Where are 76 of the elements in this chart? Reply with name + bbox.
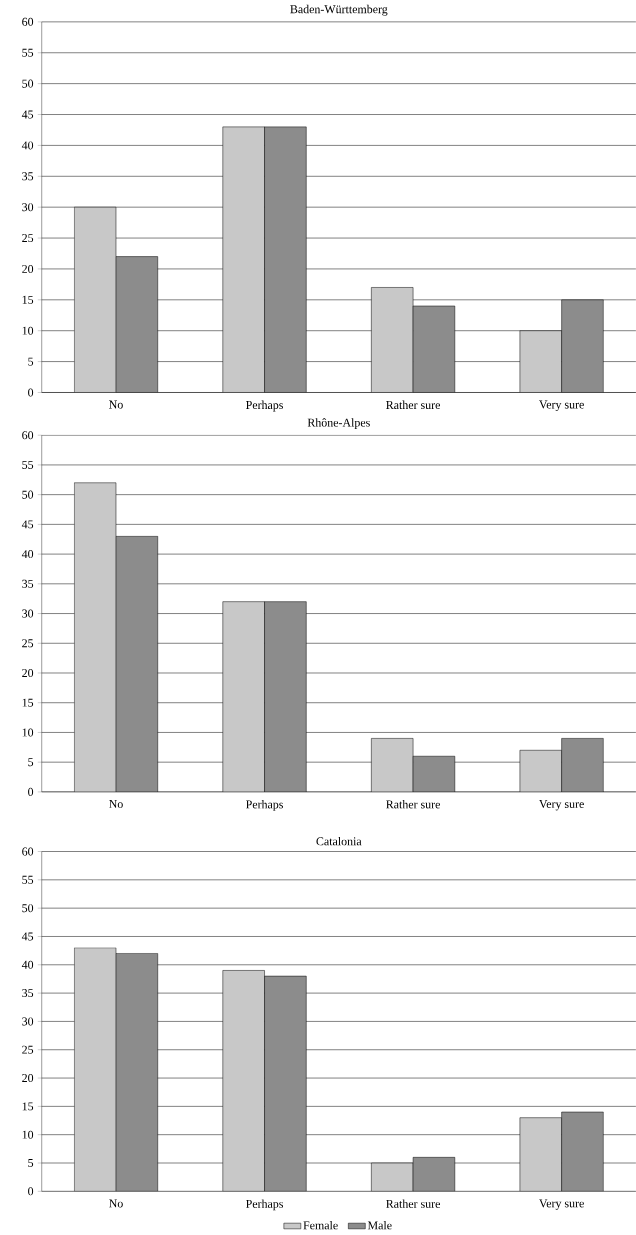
y-tick-label: 25 <box>22 1045 34 1054</box>
bar <box>371 738 414 792</box>
y-tick-label: 15 <box>22 295 34 304</box>
x-tick-label: Perhaps <box>245 1199 283 1211</box>
y-tick-label: 0 <box>28 1187 34 1196</box>
y-tick-label: 45 <box>21 932 34 941</box>
y-tick-label: 40 <box>21 550 34 559</box>
y-tick-label: 35 <box>22 989 34 998</box>
bar <box>222 601 265 792</box>
bar <box>561 299 604 393</box>
y-tick-label: 5 <box>28 357 34 366</box>
x-tick-label: Rather sure <box>386 1199 440 1208</box>
y-tick-label: 10 <box>22 326 34 335</box>
bar <box>412 305 455 393</box>
y-tick-label: 55 <box>22 875 34 884</box>
y-tick-label: 60 <box>22 847 34 856</box>
y-tick-label: 15 <box>22 698 34 707</box>
x-tick-label: No <box>109 400 123 409</box>
bar <box>264 126 307 393</box>
x-tick-label: Very sure <box>539 1199 584 1210</box>
y-tick-label: 50 <box>22 904 34 913</box>
x-tick-label: Very sure <box>539 800 584 811</box>
bar <box>264 975 307 1192</box>
y-tick-label: 30 <box>22 203 34 212</box>
y-tick-label: 10 <box>22 728 34 737</box>
y-tick-label: 25 <box>22 234 34 243</box>
y-tick-label: 25 <box>22 639 34 648</box>
bar <box>73 206 117 393</box>
y-tick-label: 50 <box>22 79 34 88</box>
y-tick-label: 45 <box>21 520 34 529</box>
bar <box>371 287 414 393</box>
y-tick-label: 30 <box>22 1017 34 1026</box>
bar <box>519 750 562 792</box>
y-tick-label: 20 <box>22 264 34 273</box>
y-tick-label: 40 <box>21 141 34 150</box>
y-tick-label: 15 <box>22 1102 34 1111</box>
bar <box>519 330 562 393</box>
y-tick-label: 35 <box>22 579 34 588</box>
bar <box>115 953 158 1192</box>
x-tick-label: No <box>109 800 123 808</box>
y-tick-label: 0 <box>28 388 34 397</box>
x-tick-label: No <box>109 1199 123 1208</box>
bar <box>73 482 117 792</box>
chart-title: Catalonia <box>316 836 362 846</box>
legend-label: Male <box>367 1220 392 1230</box>
y-tick-label: 20 <box>22 668 34 678</box>
bar <box>115 256 158 393</box>
chart-title: Rhône-Alpes <box>307 418 370 430</box>
y-tick-label: 20 <box>22 1074 34 1083</box>
x-tick-label: Perhaps <box>245 800 283 811</box>
y-tick-label: 30 <box>22 609 34 618</box>
y-tick-label: 50 <box>22 490 34 499</box>
chart-title: Baden-Württemberg <box>290 4 388 16</box>
y-tick-label: 5 <box>28 1159 34 1167</box>
x-tick-label: Perhaps <box>245 400 283 412</box>
y-tick-label: 60 <box>22 431 34 440</box>
y-tick-label: 60 <box>22 17 34 26</box>
bar <box>412 1157 455 1192</box>
x-tick-label: Rather sure <box>386 400 440 409</box>
legend-label: Female <box>303 1220 338 1230</box>
bar <box>115 536 158 792</box>
bar <box>561 738 604 792</box>
y-tick-label: 5 <box>28 758 34 767</box>
y-tick-label: 0 <box>28 787 34 796</box>
y-tick-label: 55 <box>22 48 34 57</box>
x-tick-label: Very sure <box>539 400 584 411</box>
bar <box>264 601 307 792</box>
y-tick-label: 55 <box>22 460 34 469</box>
bar <box>412 755 455 792</box>
y-tick-label: 10 <box>22 1130 34 1139</box>
y-tick-label: 35 <box>22 172 34 181</box>
bar <box>222 126 265 393</box>
y-tick-label: 40 <box>21 960 34 969</box>
x-tick-label: Rather sure <box>386 800 440 809</box>
bar <box>561 1111 604 1192</box>
y-tick-label: 45 <box>21 110 34 119</box>
